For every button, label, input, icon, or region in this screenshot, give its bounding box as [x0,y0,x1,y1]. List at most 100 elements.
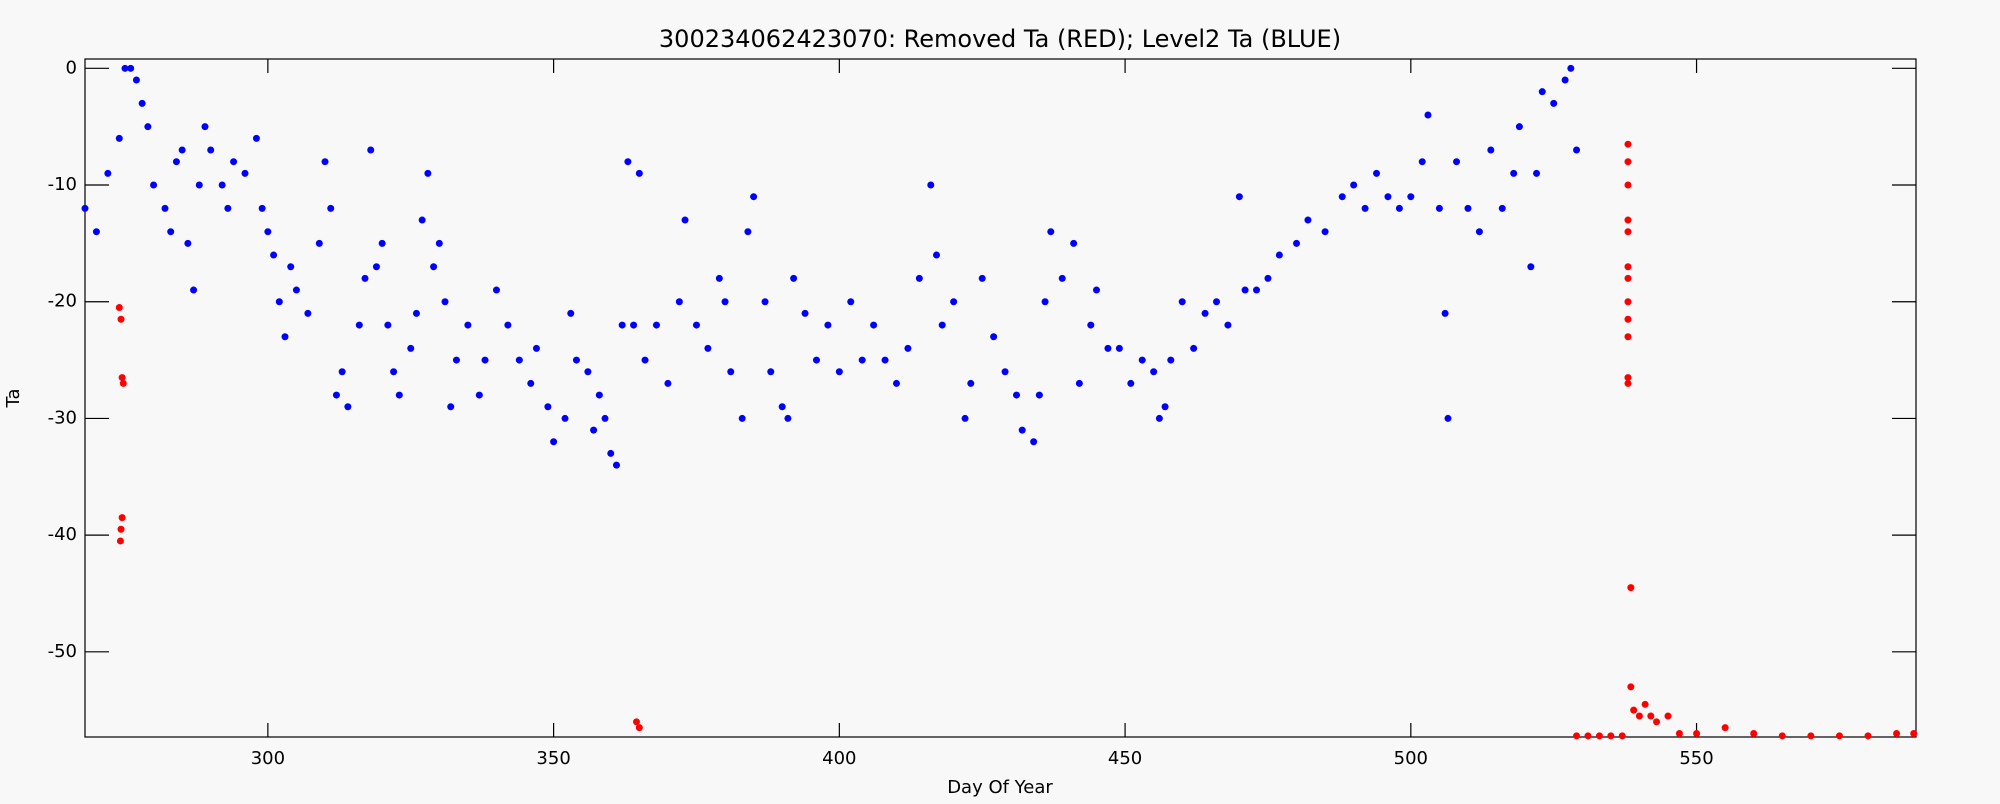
y-tick-label: -10 [48,174,77,195]
data-point [492,286,500,294]
data-point [224,204,232,212]
data-point [1510,169,1518,177]
data-point [275,298,283,306]
data-point [1675,729,1683,737]
data-point [664,379,672,387]
data-point [144,123,152,131]
data-point [612,461,620,469]
data-point [870,321,878,329]
data-point [355,321,363,329]
data-point [412,309,420,317]
data-point [92,228,100,236]
data-point [1893,729,1901,737]
data-point [104,169,112,177]
data-point [390,368,398,376]
data-point [372,263,380,271]
data-point [915,274,923,282]
data-point [727,368,735,376]
data-point [1047,228,1055,236]
data-point [252,134,260,142]
data-point [681,216,689,224]
data-point [395,391,403,399]
data-point [1624,158,1632,166]
data-point [435,239,443,247]
data-point [1075,379,1083,387]
data-point [744,228,752,236]
data-point [618,321,626,329]
data-point [1864,732,1872,740]
data-point [1418,158,1426,166]
data-point [1201,309,1209,317]
data-point [1018,426,1026,434]
data-point [1573,732,1581,740]
data-point [1624,274,1632,282]
data-point [1624,140,1632,148]
data-point [1624,379,1632,387]
data-point [161,204,169,212]
data-point [150,181,158,189]
data-point [1338,193,1346,201]
x-tick-label: 550 [1679,748,1713,769]
data-point [138,99,146,107]
data-point [475,391,483,399]
data-point [332,391,340,399]
data-point [1627,683,1635,691]
data-point [738,414,746,422]
data-point [1373,169,1381,177]
y-tick-label: -30 [48,407,77,428]
data-point [327,204,335,212]
data-point [790,274,798,282]
data-point [715,274,723,282]
data-point [1035,391,1043,399]
data-point [1624,298,1632,306]
data-point [1624,374,1632,382]
data-point [384,321,392,329]
data-point [207,146,215,154]
data-point [527,379,535,387]
data-point [190,286,198,294]
data-point [550,438,558,446]
data-point [1441,309,1449,317]
data-point [784,414,792,422]
data-point [584,368,592,376]
data-point [630,321,638,329]
data-point [1573,146,1581,154]
data-point [847,298,855,306]
x-axis-label: Day Of Year [947,777,1053,798]
data-point [778,403,786,411]
data-point [1487,146,1495,154]
data-point [1424,111,1432,119]
y-tick-label: -50 [48,641,77,662]
data-point [115,304,123,312]
data-point [184,239,192,247]
data-point [1435,204,1443,212]
data-point [835,368,843,376]
data-point [515,356,523,364]
data-point [1910,729,1918,737]
data-point [1001,368,1009,376]
data-point [1178,298,1186,306]
data-point [1241,286,1249,294]
data-point [1453,158,1461,166]
x-tick-label: 450 [1108,748,1142,769]
data-point [1624,333,1632,341]
data-point [567,309,575,317]
data-point [1293,239,1301,247]
data-point [1350,181,1358,189]
data-point [1058,274,1066,282]
data-point [767,368,775,376]
data-point [167,228,175,236]
data-point [1475,228,1483,236]
data-point [1150,368,1158,376]
data-point [1115,344,1123,352]
data-point [1538,88,1546,96]
data-point [430,263,438,271]
data-point [1550,99,1558,107]
data-point [292,286,300,294]
data-point [118,374,126,382]
data-point [990,333,998,341]
data-point [418,216,426,224]
y-tick-label: -20 [48,291,77,312]
